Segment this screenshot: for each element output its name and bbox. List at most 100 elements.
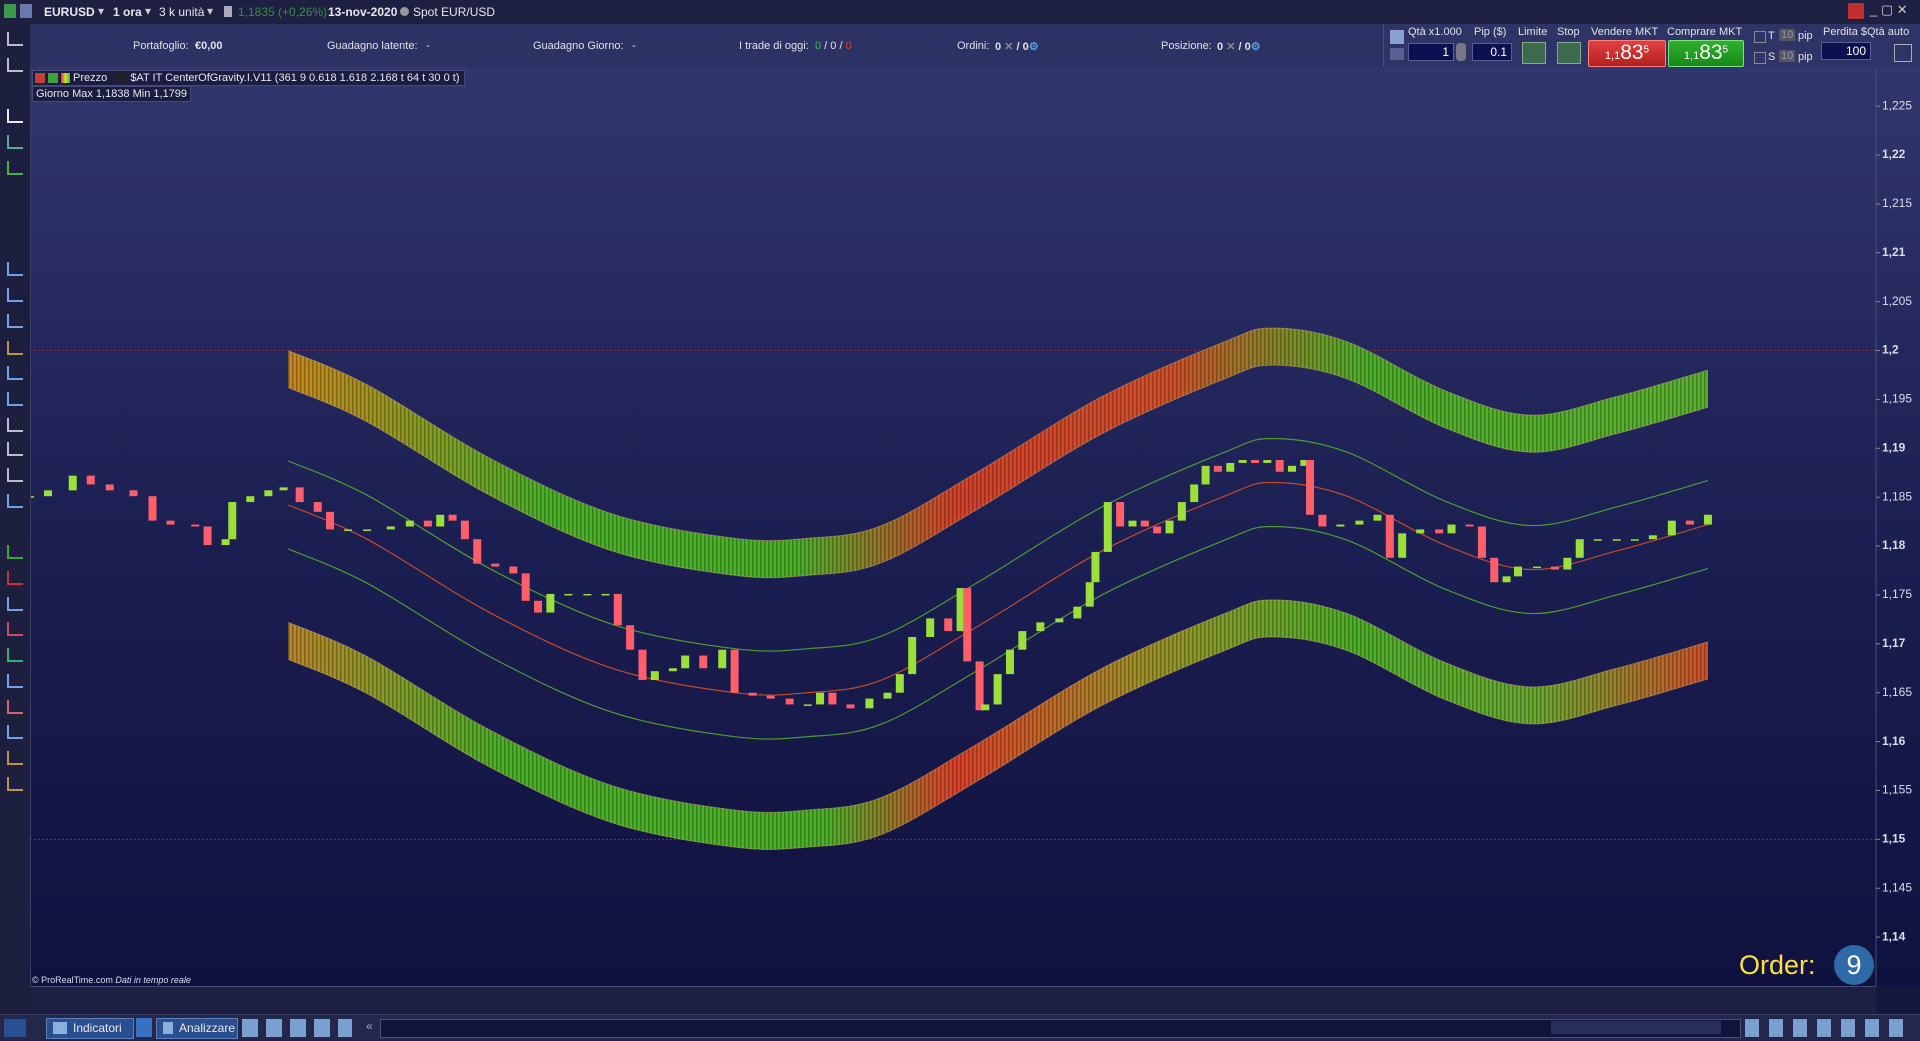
stop-button[interactable] bbox=[1557, 42, 1581, 64]
tool-icon[interactable] bbox=[7, 262, 23, 277]
candle bbox=[1263, 460, 1272, 463]
portfolio-label: Portafoglio: bbox=[133, 40, 189, 52]
limit-button[interactable] bbox=[1522, 42, 1546, 64]
position-values[interactable]: 0 ✕ / 0⚙ bbox=[1217, 41, 1261, 53]
tool-icon[interactable] bbox=[7, 32, 23, 47]
candle bbox=[1226, 462, 1235, 472]
candle bbox=[473, 539, 482, 564]
tool-icon[interactable] bbox=[7, 288, 23, 303]
candle bbox=[803, 704, 812, 706]
realtime: Dati in tempo reale bbox=[115, 975, 191, 985]
tool-icon[interactable] bbox=[1390, 30, 1404, 44]
orders-done: 0 bbox=[1022, 41, 1029, 53]
tool-icon[interactable] bbox=[7, 366, 23, 381]
tool-icon[interactable] bbox=[7, 468, 23, 483]
timeframe[interactable]: 1 ora bbox=[113, 5, 142, 19]
sell-button[interactable]: 1,1835 bbox=[1588, 40, 1666, 67]
collapse[interactable]: « bbox=[366, 1019, 373, 1033]
orders-values[interactable]: 0 ✕ / 0⚙ bbox=[995, 41, 1039, 53]
tool-icon[interactable] bbox=[7, 109, 23, 124]
tool-icon[interactable] bbox=[7, 699, 23, 714]
s-value[interactable]: 10 bbox=[1779, 50, 1796, 62]
checkbox[interactable] bbox=[1754, 52, 1766, 64]
tool-icon[interactable] bbox=[7, 57, 23, 72]
candle bbox=[638, 649, 647, 680]
price: 1,1835 (+0,26%) bbox=[238, 5, 328, 19]
symbol[interactable]: EURUSD bbox=[44, 5, 95, 19]
tool-icons[interactable] bbox=[242, 1019, 352, 1037]
zoom-tools[interactable] bbox=[1745, 1019, 1913, 1037]
tool-icon[interactable] bbox=[7, 442, 23, 457]
instrument: Spot EUR/USD bbox=[413, 5, 496, 19]
quantity[interactable]: 3 k unità bbox=[159, 5, 205, 19]
tool-icon[interactable] bbox=[7, 596, 23, 611]
tool-icon[interactable] bbox=[7, 493, 23, 508]
candle bbox=[1318, 514, 1327, 527]
candle bbox=[1703, 514, 1712, 525]
buy-price-big: 83 bbox=[1699, 41, 1723, 64]
tool-icon[interactable] bbox=[7, 776, 23, 791]
indicator-legend[interactable]: $AT IT CenterOfGravity.I.V11 (361 9 0.61… bbox=[130, 72, 460, 84]
spinner[interactable] bbox=[1456, 43, 1466, 61]
candle bbox=[601, 593, 610, 596]
tool-icon[interactable] bbox=[7, 725, 23, 740]
qty-input[interactable]: 1 bbox=[1408, 43, 1454, 61]
candle bbox=[816, 692, 825, 705]
candle bbox=[203, 526, 212, 546]
scroll-thumb[interactable] bbox=[1551, 1021, 1721, 1034]
tool-icon[interactable] bbox=[7, 135, 23, 150]
share-button[interactable] bbox=[136, 1018, 152, 1037]
price-legend[interactable]: Prezzo bbox=[73, 72, 108, 84]
tool-icon[interactable] bbox=[7, 160, 23, 175]
portfolio-value: €0,00 bbox=[195, 40, 223, 52]
candle bbox=[1250, 460, 1259, 463]
order-value[interactable]: 9 bbox=[1834, 945, 1874, 985]
candle bbox=[963, 588, 972, 662]
pip-input[interactable]: 0.1 bbox=[1472, 43, 1512, 61]
tool-icon[interactable] bbox=[7, 570, 23, 585]
candle bbox=[785, 698, 794, 705]
trades-lost: 0 bbox=[845, 40, 852, 52]
tool-icon[interactable] bbox=[7, 392, 23, 407]
footer: © ProRealTime.com Dati in tempo reale bbox=[32, 975, 191, 985]
indicators-button[interactable]: Indicatori bbox=[46, 1018, 134, 1039]
tool-icon[interactable] bbox=[7, 417, 23, 432]
app-icon bbox=[4, 4, 16, 18]
candle bbox=[1385, 514, 1394, 558]
tool-icon[interactable] bbox=[7, 545, 23, 560]
indicators-label: Indicatori bbox=[73, 1021, 122, 1035]
checkbox[interactable] bbox=[1754, 31, 1766, 43]
candle bbox=[221, 539, 230, 546]
bottom-bar: Indicatori Analizzare « bbox=[0, 1014, 1920, 1041]
candle bbox=[1490, 557, 1499, 583]
tool-icon[interactable] bbox=[7, 648, 23, 663]
legend-icon[interactable] bbox=[48, 73, 58, 83]
y-tick-label: 1,145 bbox=[1882, 880, 1912, 894]
legend-icon[interactable] bbox=[35, 73, 45, 83]
t-value[interactable]: 10 bbox=[1779, 29, 1796, 41]
tool-icon[interactable] bbox=[4, 1019, 26, 1037]
candle bbox=[1018, 631, 1027, 650]
analyze-label: Analizzare bbox=[179, 1021, 236, 1035]
tool-icon[interactable] bbox=[7, 622, 23, 637]
auto-button[interactable] bbox=[1894, 44, 1912, 62]
tool-icon[interactable] bbox=[7, 340, 23, 355]
loss-input[interactable]: 100 bbox=[1821, 42, 1871, 60]
window-controls[interactable]: _ ▢ ✕ bbox=[1870, 2, 1908, 17]
candle bbox=[509, 566, 518, 574]
tool-icon[interactable] bbox=[1390, 48, 1404, 60]
tool-icon[interactable] bbox=[7, 750, 23, 765]
buy-button[interactable]: 1,1835 bbox=[1668, 40, 1744, 67]
tool-icon[interactable] bbox=[7, 673, 23, 688]
left-toolbar bbox=[0, 24, 31, 1014]
tool-icon[interactable] bbox=[7, 313, 23, 328]
sync-icon[interactable] bbox=[1848, 3, 1864, 19]
analyze-button[interactable]: Analizzare bbox=[156, 1018, 238, 1039]
y-tick-label: 1,16 bbox=[1882, 734, 1906, 748]
candle bbox=[546, 593, 555, 613]
plot bbox=[30, 327, 1876, 851]
caret: ▾ bbox=[207, 4, 214, 18]
candle bbox=[1477, 526, 1486, 558]
scrollbar[interactable] bbox=[380, 1019, 1741, 1038]
